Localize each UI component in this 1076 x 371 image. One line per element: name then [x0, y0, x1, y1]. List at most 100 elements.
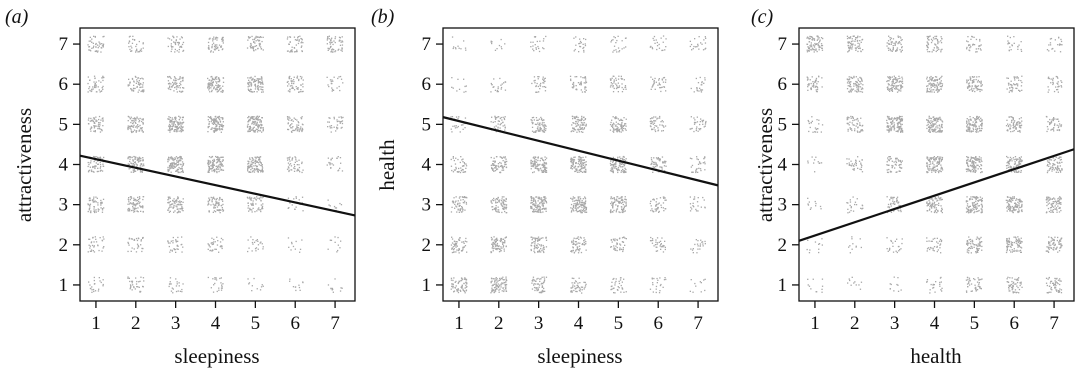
panel-a-point — [212, 161, 214, 163]
panel-a-point — [302, 281, 304, 283]
panel-c-point — [821, 288, 823, 290]
panel-b-point — [615, 204, 617, 206]
panel-b-point — [461, 208, 463, 210]
panel-a-point — [129, 156, 131, 158]
panel-a-point — [173, 41, 175, 43]
panel-a-point — [134, 210, 136, 213]
panel-b-point — [612, 86, 614, 88]
panel-a-point — [175, 39, 177, 41]
panel-a-point — [251, 211, 253, 213]
panel-b-point — [494, 170, 496, 172]
panel-a-point — [327, 157, 329, 159]
panel-b-point — [501, 241, 504, 243]
panel-a-point — [139, 197, 141, 199]
panel-a-point — [212, 79, 214, 81]
panel-b-point — [662, 35, 665, 37]
panel-b-point — [581, 115, 583, 118]
panel-a-point — [172, 159, 175, 161]
panel-a-point — [175, 120, 177, 122]
panel-b-point — [494, 240, 496, 243]
panel-a-point — [251, 123, 253, 125]
panel-b-point — [696, 89, 698, 91]
panel-b-point — [499, 123, 502, 126]
panel-a-point — [257, 78, 259, 80]
panel-a-point — [91, 291, 93, 293]
panel-b-point — [617, 130, 619, 132]
panel-a-point — [92, 88, 94, 90]
panel-a-point — [175, 88, 178, 90]
panel-b-point — [624, 123, 626, 125]
panel-b-point — [573, 116, 575, 118]
panel-b-point — [624, 205, 626, 207]
panel-b-point — [655, 157, 658, 159]
panel-b-point — [461, 278, 463, 280]
panel-b-point — [545, 208, 547, 210]
panel-a-y-axis-label: attractiveness — [12, 108, 36, 222]
panel-b-point — [500, 239, 502, 241]
panel-a-point — [291, 127, 293, 129]
panel-a-point — [169, 128, 171, 131]
panel-a-point — [179, 290, 181, 292]
panel-b-point — [615, 161, 617, 163]
panel-b-point — [454, 127, 457, 129]
panel-b-point — [537, 126, 539, 128]
panel-a-point — [176, 129, 178, 131]
panel-b-point — [493, 242, 495, 245]
panel-a-point — [140, 290, 142, 293]
panel-b-point — [465, 203, 468, 205]
panel-a-point — [103, 238, 105, 240]
panel-b-point — [580, 82, 582, 85]
panel-a-point — [301, 91, 303, 93]
panel-a-point — [255, 203, 257, 205]
panel-b-point — [663, 279, 666, 281]
panel-a-point — [207, 77, 209, 80]
panel-a-point — [208, 84, 210, 87]
panel-a-point — [141, 165, 143, 167]
panel-a-point — [212, 81, 214, 83]
panel-b-point — [575, 290, 577, 293]
panel-a-point — [248, 210, 250, 212]
panel-a-point — [214, 198, 216, 200]
panel-b-point — [619, 248, 621, 251]
panel-b-point — [625, 46, 627, 48]
panel-a-point — [137, 124, 139, 126]
panel-b-point — [665, 160, 667, 163]
panel-b-point — [610, 79, 612, 81]
panel-b-point — [614, 117, 617, 119]
panel-b-point — [615, 211, 617, 213]
panel-b-point — [696, 201, 699, 203]
panel-a-point — [330, 82, 332, 85]
panel-a-point — [296, 76, 298, 79]
panel-b-point — [502, 201, 504, 203]
panel-a-point — [173, 129, 176, 131]
panel-b-point — [578, 287, 581, 289]
panel-b-point — [693, 198, 696, 200]
panel-a-point — [288, 167, 290, 169]
panel-a-point — [100, 81, 102, 83]
panel-b-point — [575, 249, 577, 251]
panel-b-point — [539, 130, 541, 132]
panel-b-point — [579, 201, 581, 203]
panel-b-point — [580, 157, 582, 159]
panel-b-point — [573, 197, 575, 199]
panel-b-point — [540, 169, 543, 171]
panel-a-point — [142, 121, 144, 124]
panel-a-point — [302, 169, 304, 171]
panel-b-point — [450, 288, 452, 290]
panel-a-point — [258, 45, 261, 47]
panel-b-point — [500, 86, 503, 89]
panel-b-point — [542, 130, 545, 133]
panel-a-point — [142, 158, 144, 161]
panel-b-point — [540, 201, 542, 203]
panel-a-point — [96, 51, 99, 53]
panel-b-point — [660, 248, 662, 250]
panel-b-point — [583, 281, 585, 283]
panel-a-point — [330, 167, 332, 169]
panel-a-point — [260, 83, 262, 85]
panel-a-point — [340, 78, 343, 80]
panel-a-point — [339, 44, 342, 46]
panel-a-point — [291, 119, 293, 121]
panel-a-point — [93, 246, 95, 248]
panel-b-point — [530, 249, 532, 252]
panel-a-point — [102, 46, 104, 48]
